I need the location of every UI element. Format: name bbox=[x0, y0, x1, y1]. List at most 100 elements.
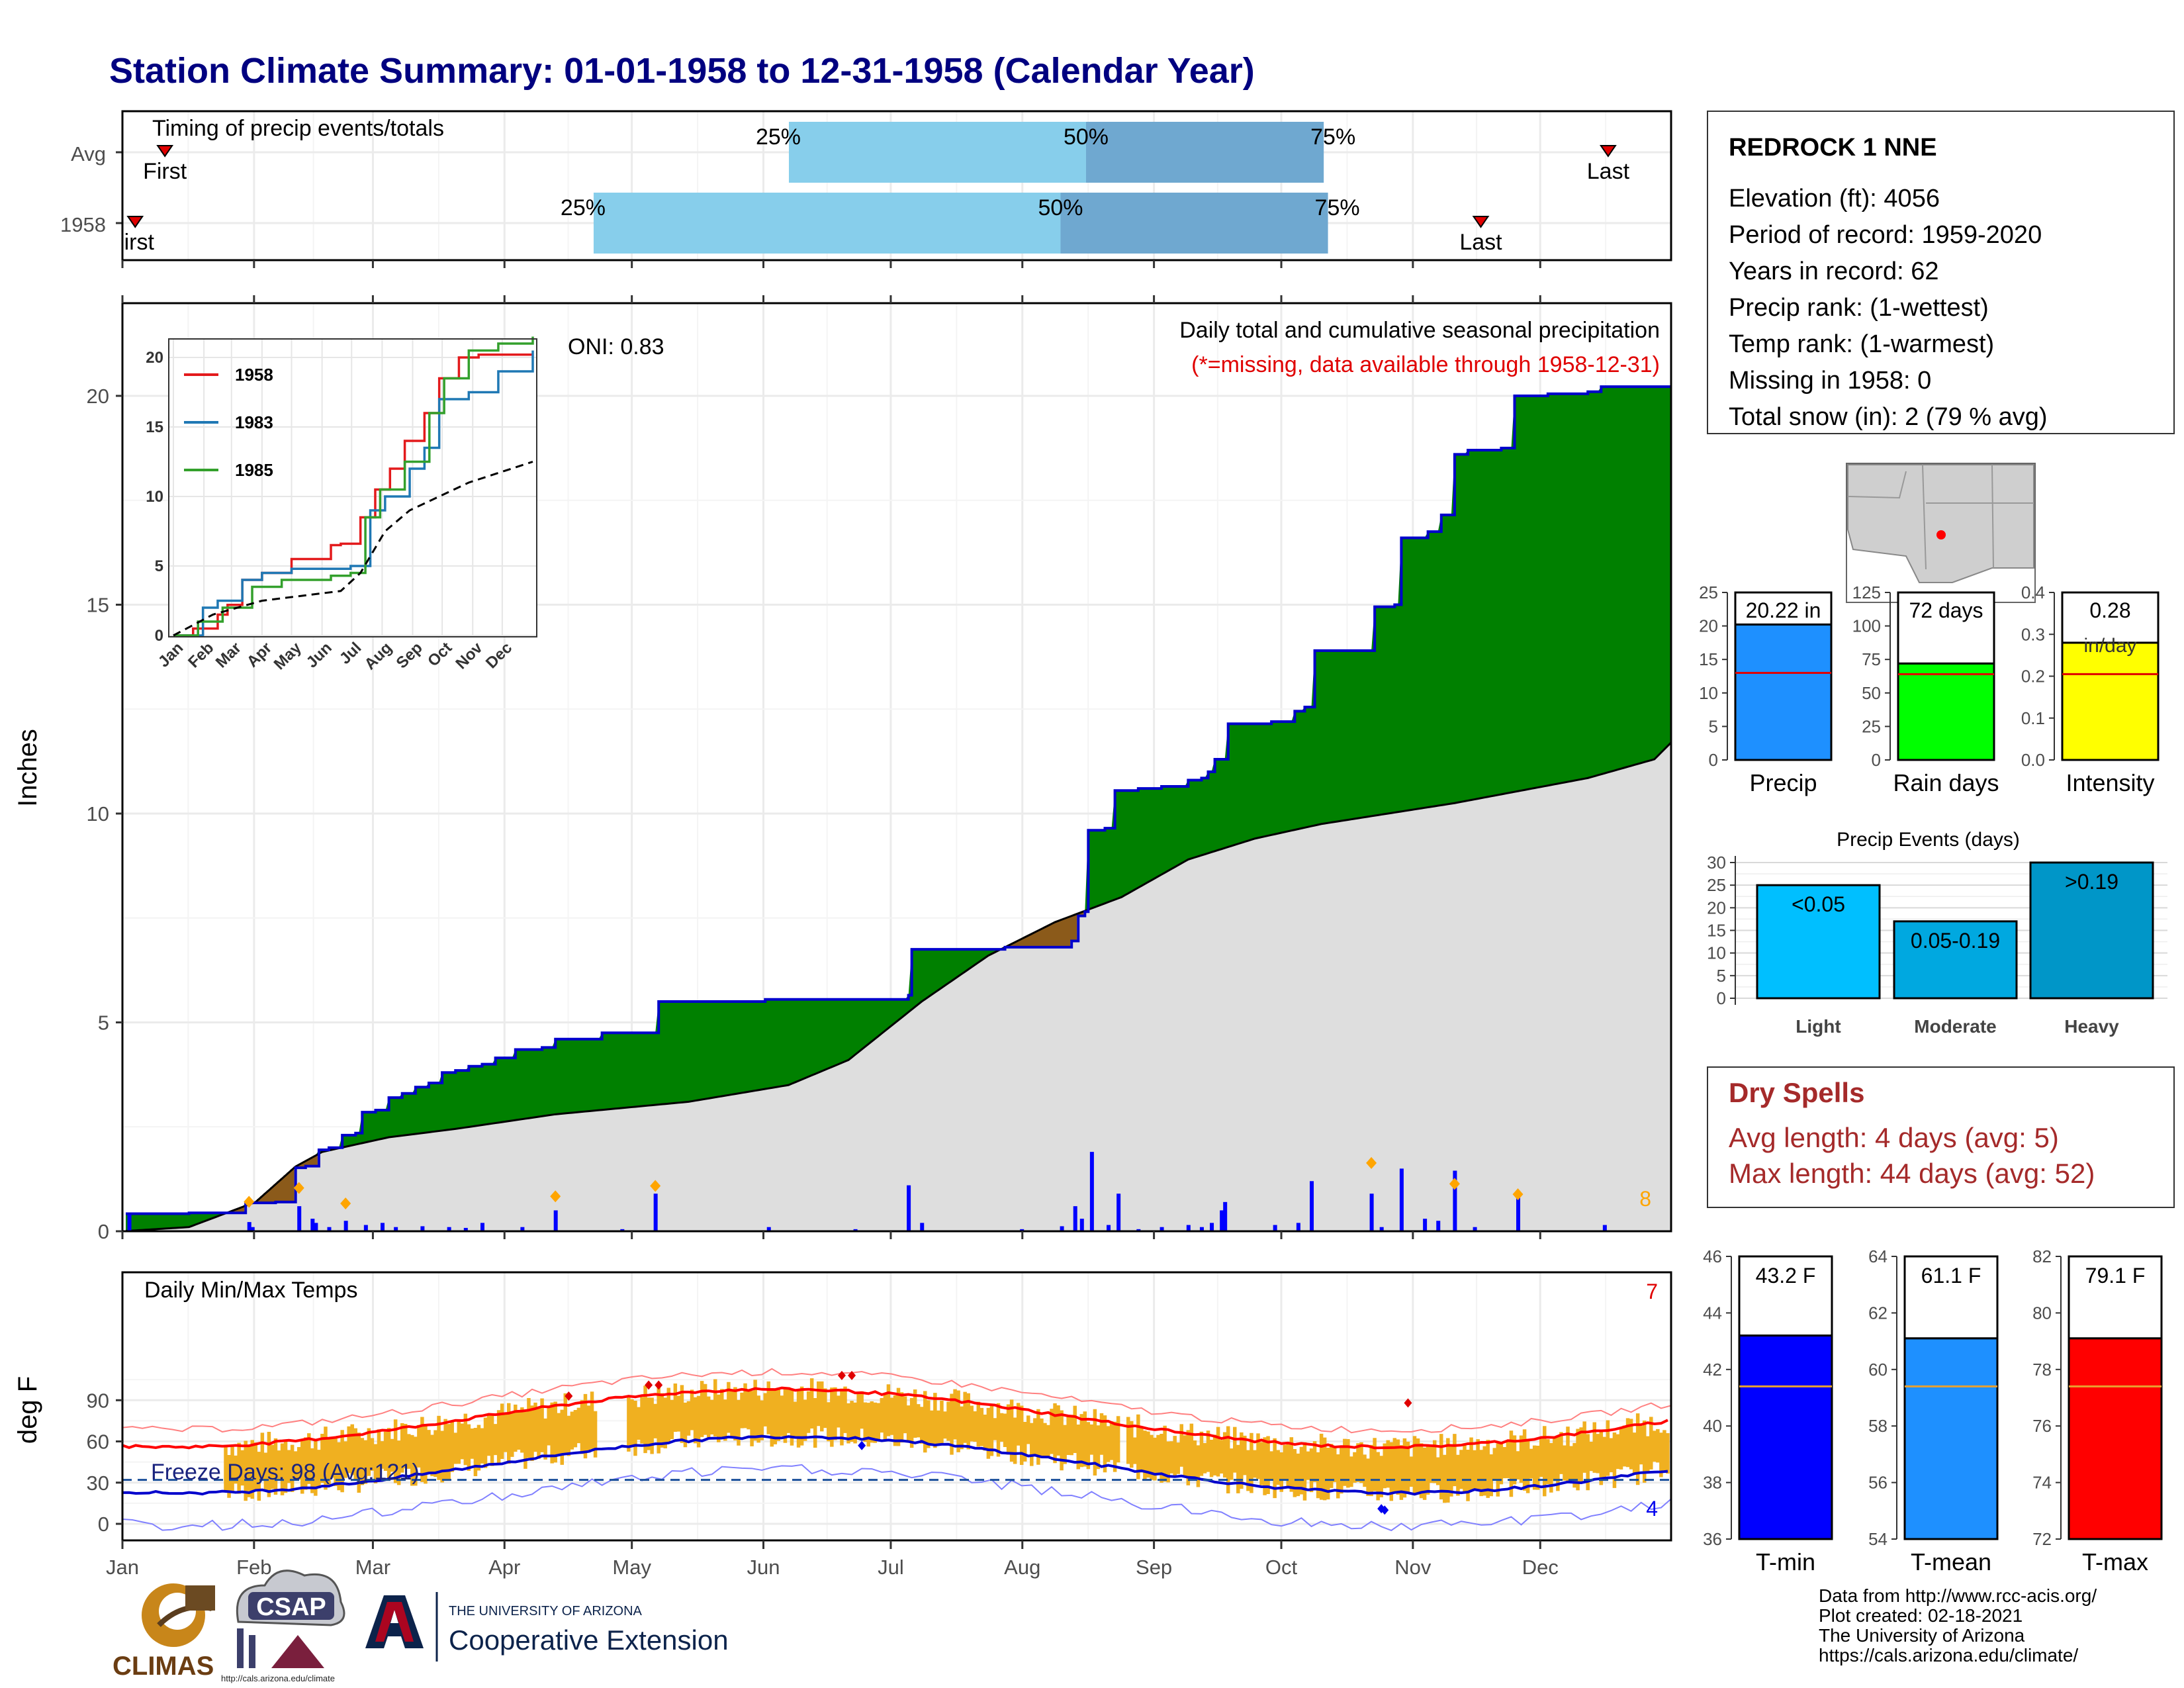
inset-y-tick: 5 bbox=[155, 557, 163, 575]
csap-logo: CSAP http://cals.arizona.edu/climate bbox=[221, 1570, 345, 1683]
daily-precip-bar bbox=[1220, 1210, 1224, 1231]
mini-bar-tick: 10 bbox=[1699, 683, 1718, 703]
daily-precip-bar bbox=[1079, 1219, 1084, 1231]
temp-bar-tick: 58 bbox=[1868, 1416, 1888, 1436]
station-period: Period of record: 1959-2020 bbox=[1729, 221, 2042, 249]
ua-line1: THE UNIVERSITY OF ARIZONA bbox=[449, 1604, 643, 1618]
average-max-line bbox=[122, 1386, 1668, 1450]
station-info: REDROCK 1 NNE Elevation (ft): 4056 Perio… bbox=[1707, 111, 2175, 434]
precip-frame bbox=[121, 302, 1672, 1233]
mini-bar-name: Rain days bbox=[1893, 769, 1999, 796]
record-high-marker bbox=[645, 1380, 653, 1390]
temp-bar-value: 61.1 F bbox=[1921, 1264, 1981, 1288]
events-y-tick: 25 bbox=[1707, 875, 1726, 895]
timing-p50-label: 50% bbox=[1038, 195, 1083, 220]
first-event-marker bbox=[156, 145, 174, 158]
temp-bar-tick: 64 bbox=[1868, 1246, 1888, 1266]
inset-legend-label: 1985 bbox=[235, 460, 273, 480]
inset-line-1985 bbox=[173, 336, 534, 637]
station-location-marker bbox=[1936, 530, 1946, 539]
daily-precip-bar bbox=[463, 1227, 468, 1231]
daily-precip-bar bbox=[1369, 1194, 1374, 1231]
mini-bar-tick: 100 bbox=[1852, 616, 1881, 636]
station-name: REDROCK 1 NNE bbox=[1729, 134, 1937, 162]
temp-bar-tick: 72 bbox=[2032, 1529, 2052, 1549]
daily-precip-bar bbox=[653, 1194, 658, 1231]
events-title: Precip Events (days) bbox=[1837, 829, 2020, 851]
daily-precip-bar bbox=[1089, 1152, 1094, 1231]
mini-bar-name: Precip bbox=[1749, 769, 1817, 796]
precip-1958-cumulative-line bbox=[126, 385, 1671, 1215]
station-precip-rank: Precip rank: (1-wettest) bbox=[1729, 294, 1989, 322]
mini-bar-intensity bbox=[2061, 641, 2160, 761]
temp-top-count: 7 bbox=[1646, 1280, 1658, 1303]
temp-y-tick: 60 bbox=[87, 1430, 109, 1454]
temp-bar-tick: 80 bbox=[2032, 1303, 2052, 1323]
last-event-label: Last bbox=[1459, 230, 1502, 255]
month-axis: Jan Feb Mar Apr May Jun Jul Aug Sep Oct Nov Dec bbox=[106, 260, 1559, 1579]
mini-bar-tick: 0.2 bbox=[2021, 667, 2045, 686]
mini-bar-unit: in/day bbox=[2083, 635, 2136, 657]
heavy-event-marker bbox=[550, 1190, 561, 1203]
mini-bar-tick: 125 bbox=[1852, 583, 1881, 602]
mini-bar-tick: 0.0 bbox=[2021, 750, 2045, 770]
mini-bar-headroom bbox=[1897, 591, 1995, 665]
daily-precip-bar bbox=[247, 1222, 251, 1231]
record-high-marker bbox=[565, 1391, 573, 1401]
events-bar-label: 0.05-0.19 bbox=[1911, 929, 2000, 953]
heavy-event-marker bbox=[293, 1182, 304, 1194]
temp-bar-tick: 74 bbox=[2032, 1473, 2052, 1493]
precip-panel: 0 5 10 15 20 Daily total and cumulative seas… bbox=[13, 302, 1672, 1243]
temp-bar-tick: 36 bbox=[1703, 1529, 1722, 1549]
daily-precip-bar bbox=[1602, 1225, 1607, 1231]
daily-precip-bar bbox=[420, 1226, 425, 1231]
daily-precip-bar bbox=[1116, 1194, 1121, 1231]
record-high-marker bbox=[1404, 1398, 1412, 1408]
record-low-line bbox=[122, 1464, 1672, 1532]
mini-bar-tick: 0 bbox=[1872, 750, 1881, 770]
daily-precip-bar bbox=[1423, 1219, 1428, 1231]
timing-p75-label: 75% bbox=[1315, 195, 1360, 220]
temp-bar-name: T-mean bbox=[1911, 1548, 1991, 1575]
temp-bar-tick: 56 bbox=[1868, 1473, 1888, 1493]
record-low-marker bbox=[858, 1440, 866, 1450]
temp-bar-tick: 76 bbox=[2032, 1416, 2052, 1436]
record-high-line bbox=[122, 1368, 1672, 1434]
footer-credits: Data from http://www.rcc-acis.org/ Plot … bbox=[1819, 1585, 2097, 1665]
month-tick-may: May bbox=[612, 1556, 651, 1579]
mini-bar-rain-days bbox=[1897, 662, 1995, 761]
events-bar-light bbox=[1756, 884, 1881, 1000]
heavy-event-marker bbox=[650, 1180, 661, 1192]
precip-average-line bbox=[125, 741, 1672, 1233]
station-snow: Total snow (in): 2 (79 % avg) bbox=[1729, 403, 2048, 431]
events-category: Light bbox=[1796, 1016, 1841, 1037]
month-tick-jun: Jun bbox=[747, 1556, 780, 1579]
daily-precip-bar bbox=[907, 1185, 911, 1231]
precip-subtitle: Daily total and cumulative seasonal prec… bbox=[1179, 318, 1660, 343]
dry-spells-max: Max length: 44 days (avg: 52) bbox=[1729, 1158, 2095, 1189]
first-event-label: First bbox=[143, 159, 187, 184]
inset-y-tick: 15 bbox=[146, 418, 163, 436]
daily-precip-bar bbox=[314, 1223, 318, 1231]
timing-bar-25-50-1958 bbox=[593, 193, 1061, 254]
mini-bar-tick: 20 bbox=[1699, 616, 1718, 636]
precip-corner-count: 8 bbox=[1639, 1187, 1651, 1211]
events-y-tick: 20 bbox=[1707, 898, 1726, 917]
dry-spells-box: Dry Spells Avg length: 4 days (avg: 5) M… bbox=[1707, 1066, 2175, 1208]
daily-precip-bar bbox=[1060, 1226, 1064, 1231]
timing-row-avg: Avg bbox=[71, 142, 106, 165]
temp-bottom-count: 4 bbox=[1646, 1497, 1658, 1521]
temp-y-tick: 0 bbox=[98, 1513, 109, 1536]
footer-line-4: https://cals.arizona.edu/climate/ bbox=[1819, 1645, 2078, 1665]
mini-bar-tick: 0.4 bbox=[2021, 583, 2045, 602]
temp-bar-headroom bbox=[1738, 1255, 1833, 1337]
precip-y-tick: 20 bbox=[87, 385, 109, 408]
daily-precip-bar bbox=[1436, 1221, 1441, 1231]
record-high-marker bbox=[837, 1370, 846, 1380]
inset-legend-label: 1983 bbox=[235, 412, 273, 432]
daily-precip-bar bbox=[1199, 1227, 1204, 1231]
temp-bar-t-min bbox=[1738, 1335, 1833, 1540]
temp-y-tick: 30 bbox=[87, 1472, 109, 1495]
